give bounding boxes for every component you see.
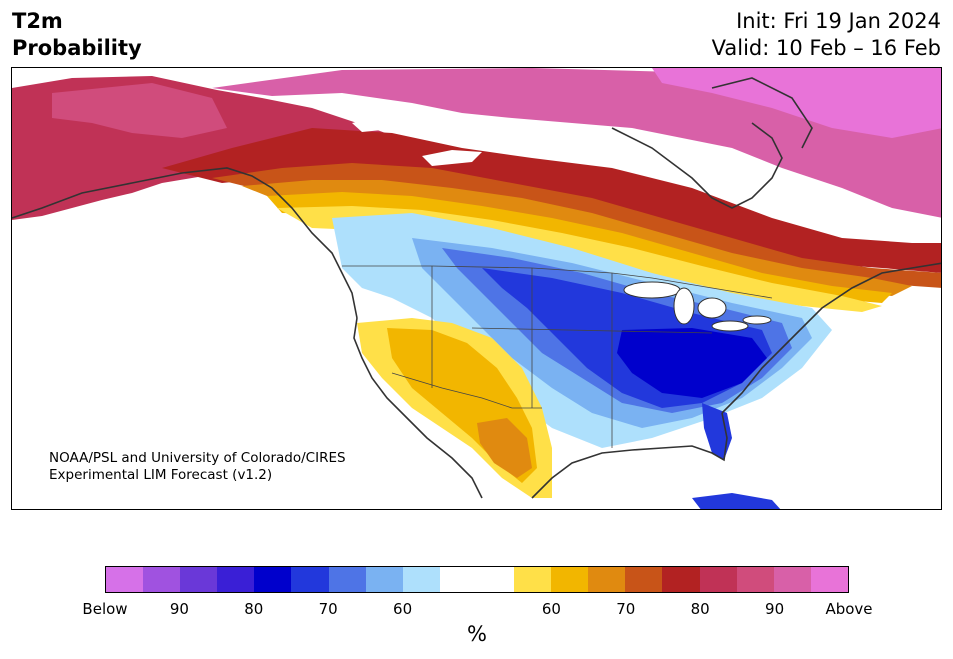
valid-range: Valid: 10 Feb – 16 Feb xyxy=(711,36,941,60)
colorbar-tick-label: 90 xyxy=(169,600,189,618)
colorbar-tick-label: 80 xyxy=(244,600,264,618)
gulf-coast xyxy=(531,412,728,499)
cold-region-core xyxy=(617,328,767,398)
colorbar-segment xyxy=(773,567,811,592)
colorbar-tick-label: 60 xyxy=(541,600,561,618)
colorbar-tick-label: 70 xyxy=(616,600,636,618)
colorbar-segment xyxy=(402,567,440,592)
colorbar-segment xyxy=(551,567,589,592)
hudson-bay xyxy=(611,122,783,209)
colorbar-tick-label: 70 xyxy=(318,600,338,618)
colorbar-segment xyxy=(476,567,515,592)
colorbar-segment xyxy=(514,567,552,592)
colorbar-tick-label: Above xyxy=(825,600,873,618)
colorbar-segment xyxy=(106,567,144,592)
colorbar-segment xyxy=(328,567,366,592)
forecast-dates: Init: Fri 19 Jan 2024 Valid: 10 Feb – 16… xyxy=(712,8,941,62)
cuba-cold xyxy=(692,493,781,509)
colorbar-tick-label: 60 xyxy=(393,600,413,618)
greenland-edge xyxy=(711,77,813,149)
colorbar-segment xyxy=(810,567,848,592)
canadian-lakes xyxy=(352,116,482,166)
canada-north-pink xyxy=(212,68,941,218)
colorbar-segment xyxy=(254,567,292,592)
warm-band-orange xyxy=(212,163,941,288)
great-lakes xyxy=(623,281,772,332)
us-mexico-border xyxy=(391,372,542,409)
map-svg xyxy=(12,68,941,509)
figure-title: T2m Probability xyxy=(12,8,142,62)
init-date: Init: Fri 19 Jan 2024 xyxy=(736,9,941,33)
colorbar xyxy=(105,566,849,593)
colorbar-unit: % xyxy=(467,622,487,646)
coastlines xyxy=(12,77,941,499)
colorbar-segment xyxy=(736,567,774,592)
alaska-coast xyxy=(12,167,358,319)
west-coast xyxy=(353,317,483,499)
colorbar-tick-label: 90 xyxy=(765,600,785,618)
title-variable: T2m xyxy=(12,9,63,33)
borders xyxy=(342,265,773,448)
east-coast xyxy=(721,262,941,414)
credit-line-1: NOAA/PSL and University of Colorado/CIRE… xyxy=(49,450,346,466)
state-line-4 xyxy=(471,327,713,334)
credit-text: NOAA/PSL and University of Colorado/CIRE… xyxy=(49,450,346,484)
colorbar-segment xyxy=(439,567,477,592)
warm-band-amber xyxy=(242,180,912,296)
colorbar-segment xyxy=(180,567,218,592)
forecast-map xyxy=(11,67,942,510)
southwest-orange xyxy=(477,418,532,478)
colorbar-segment xyxy=(699,567,737,592)
colorbar-segment xyxy=(291,567,329,592)
alaska-core-warm xyxy=(52,83,227,138)
colorbar-segment xyxy=(143,567,181,592)
colorbar-segment xyxy=(588,567,626,592)
colorbar-segment xyxy=(217,567,255,592)
title-type: Probability xyxy=(12,36,142,60)
colorbar-segment xyxy=(662,567,700,592)
colorbar-segment xyxy=(365,567,403,592)
colorbar-segment xyxy=(625,567,663,592)
credit-line-2: Experimental LIM Forecast (v1.2) xyxy=(49,467,273,483)
florida-cold xyxy=(702,403,732,460)
colorbar-tick-label: Below xyxy=(82,600,128,618)
colorbar-tick-label: 80 xyxy=(690,600,710,618)
